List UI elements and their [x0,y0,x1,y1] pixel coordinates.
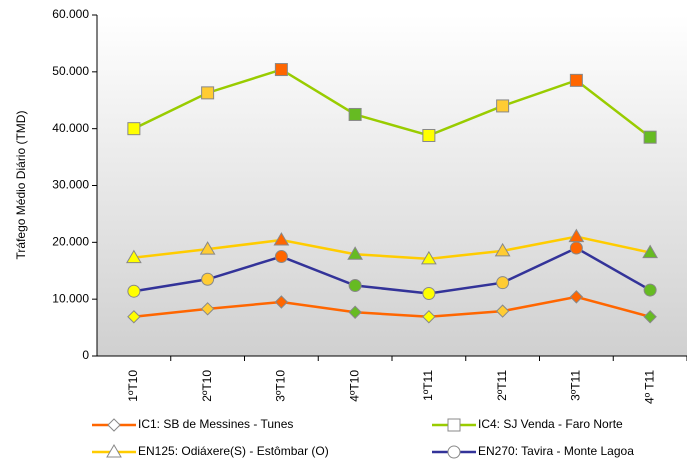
marker [643,283,657,297]
marker [107,418,121,432]
marker [348,279,362,293]
y-tick-label: 50.000 [52,64,89,78]
marker [127,284,141,298]
series-line [133,295,651,319]
marker [569,290,584,304]
marker [201,86,215,100]
y-axis-label: Tráfego Médio Diário (TMD) [14,111,28,260]
marker [126,249,142,264]
series-line [133,235,651,261]
x-tick-label: 2ºT11 [495,370,509,401]
marker [348,107,362,121]
marker [643,310,657,324]
x-tick-label: 3ºT11 [569,370,583,401]
legend-label: EN270: Tavira - Monte Lagoa [478,444,634,458]
y-tick-label: 10.000 [52,291,89,305]
y-tick-label: 40.000 [52,121,89,135]
marker [274,295,289,309]
marker [643,130,657,144]
legend-label: IC4: SJ Venda - Faro Norte [478,417,623,431]
x-tick-label: 1ºT11 [421,370,435,401]
marker [422,310,436,324]
x-tick-label: 1ºT10 [126,370,140,402]
x-tick-label: 4ºT10 [347,370,361,402]
series-line [133,246,651,295]
marker [496,276,510,290]
marker [447,445,461,459]
marker [496,99,510,113]
series-line [133,68,651,139]
marker [199,241,216,255]
marker [447,418,461,432]
marker [494,242,511,257]
legend-label: IC1: SB de Messines - Tunes [138,417,293,431]
marker [274,63,288,77]
marker [422,286,436,300]
marker [569,73,583,87]
marker [127,122,141,136]
marker [273,232,290,246]
legend-label: EN125: Odiáxere(S) - Estômbar (O) [138,444,329,458]
x-tick-label: 3ºT10 [274,370,288,402]
y-tick-label: 30.000 [52,178,89,192]
marker [106,444,122,458]
y-tick-label: 0 [82,348,89,362]
marker [127,310,141,324]
marker [274,250,288,264]
marker [347,246,363,260]
x-tick-label: 2ºT10 [200,370,214,402]
marker [422,128,436,142]
marker [348,305,362,319]
marker [421,250,437,265]
y-tick-label: 60.000 [52,7,89,21]
marker [200,302,215,316]
marker [569,241,583,255]
marker [201,272,215,286]
marker [642,244,658,259]
marker [495,304,510,318]
plot-area [97,15,687,356]
y-tick-label: 20.000 [52,235,89,249]
x-tick-label: 4º T11 [642,370,656,404]
